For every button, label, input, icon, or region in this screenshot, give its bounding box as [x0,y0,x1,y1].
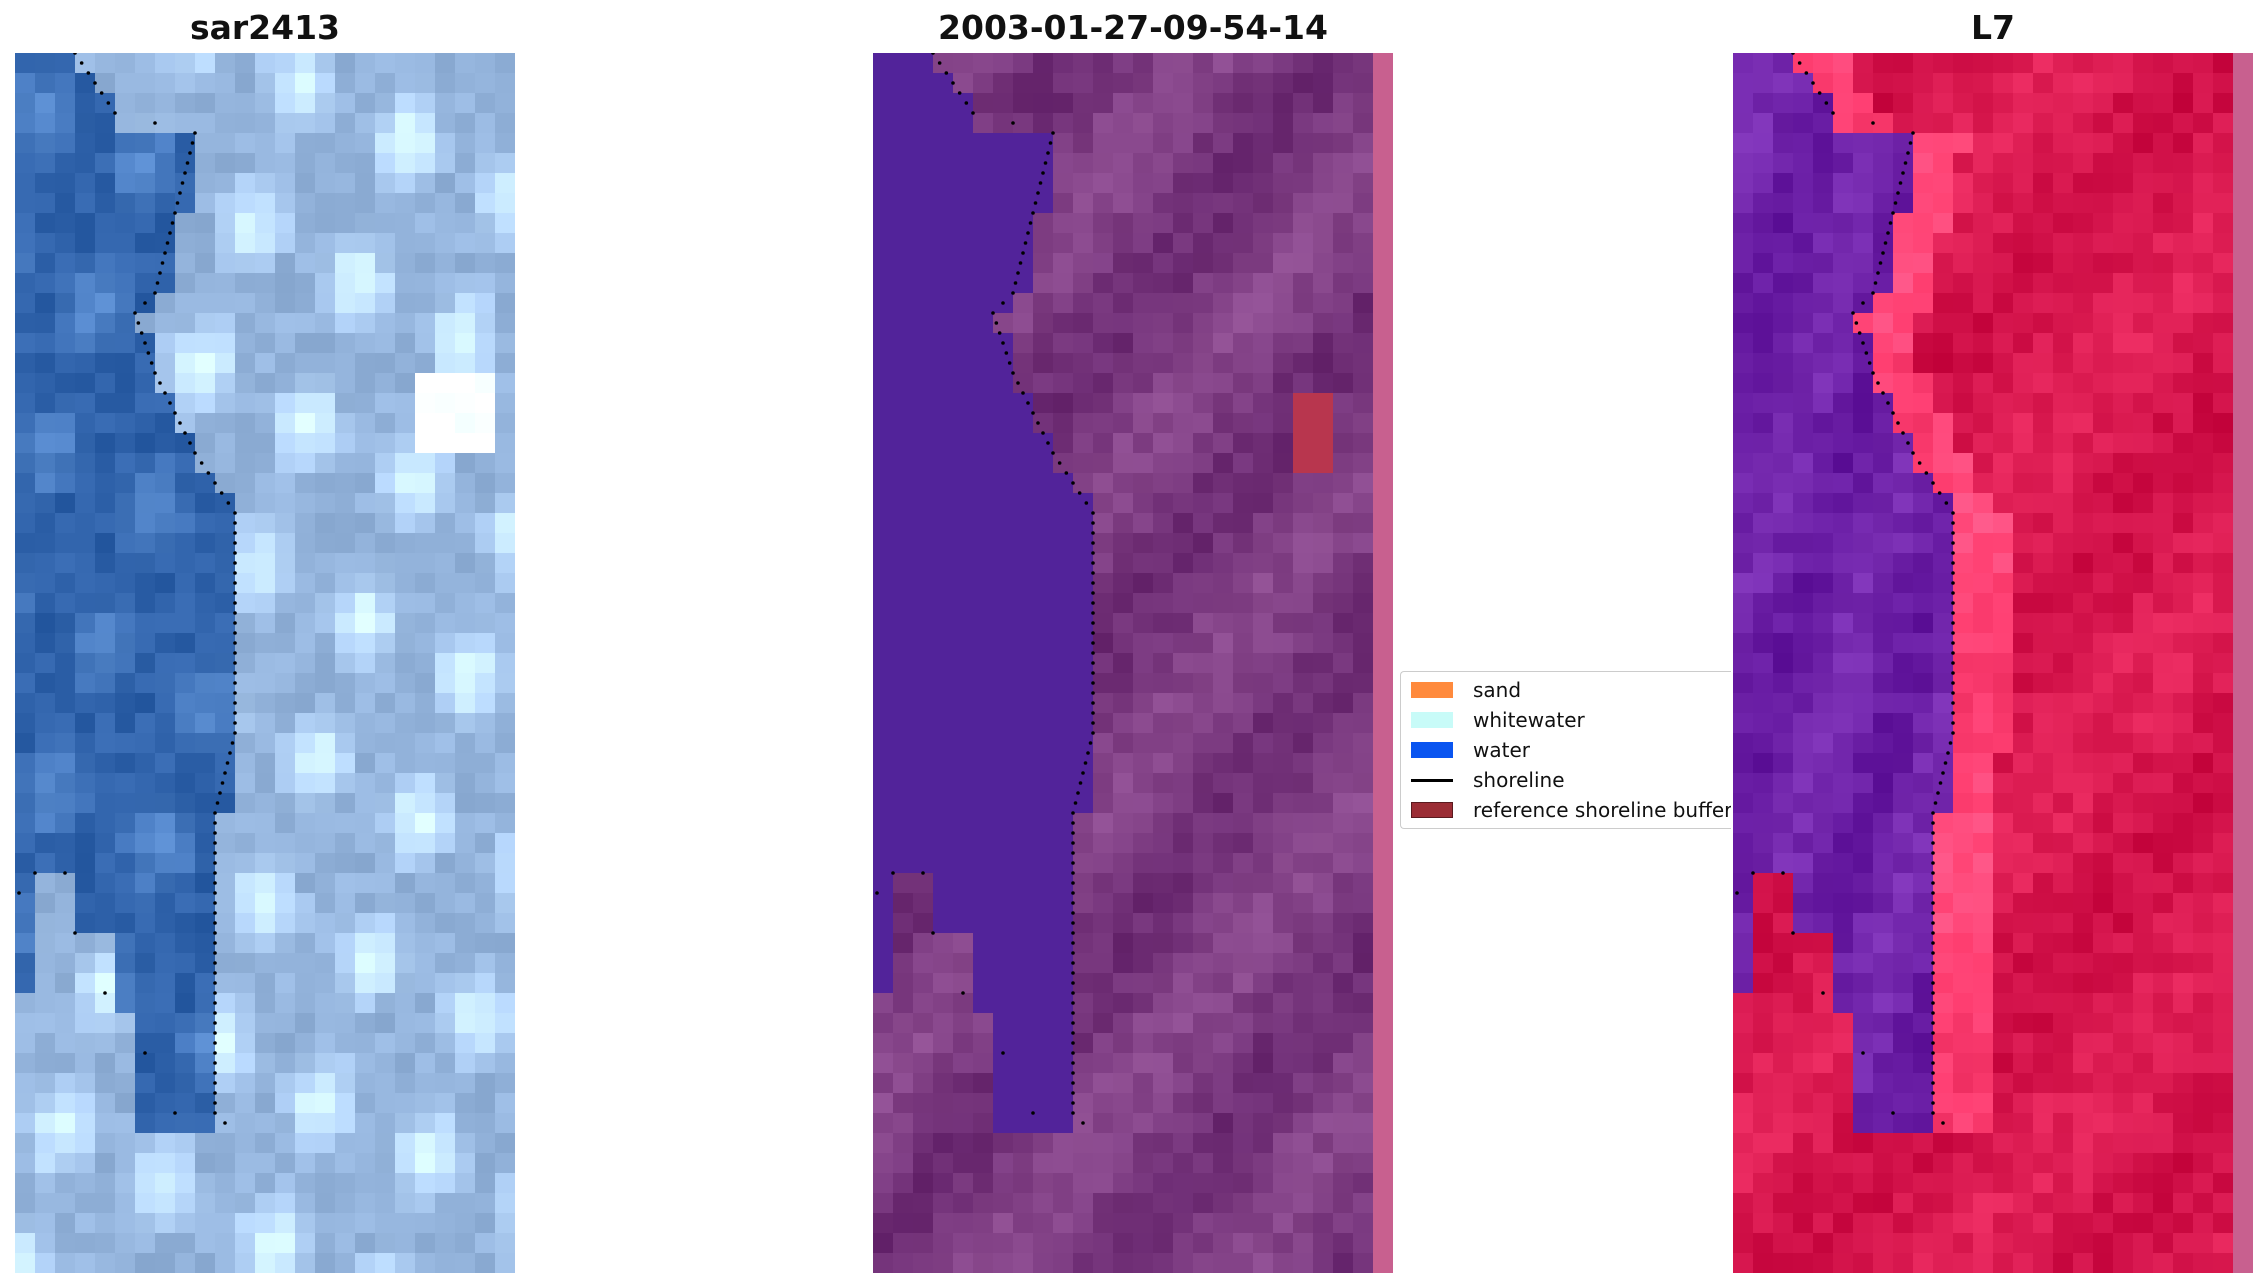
classification-image [873,53,1393,1273]
rgb-image [15,53,515,1273]
legend-label-sand: sand [1473,678,1522,702]
buffer-swatch [1411,802,1453,818]
shoreline-dots [1735,53,1955,1125]
legend-label-water: water [1473,738,1530,762]
water-swatch [1411,742,1453,758]
buffer-strip [2233,53,2253,1273]
legend-label-whitewater: whitewater [1473,708,1585,732]
buffer-strip [1373,53,1393,1273]
legend-label-buffer: reference shoreline buffer [1473,798,1731,822]
whitewater-swatch [1411,712,1453,728]
legend-item-sand: sand [1411,677,1521,703]
pixel-grid [1733,53,2234,1273]
panel-title-rgb: sar2413 [189,8,341,47]
legend-item-water: water [1411,737,1530,763]
panel-title-classification: 2003-01-27-09-54-14 [938,8,1328,47]
legend-label-shoreline: shoreline [1473,768,1565,792]
index-image [1733,53,2253,1273]
panel-title-index: L7 [1971,8,2015,47]
legend: sand whitewater water shoreline referenc… [1400,671,1731,829]
shoreline-dots [17,53,237,1125]
pixel-grid [15,53,515,1273]
legend-item-whitewater: whitewater [1411,707,1585,733]
legend-item-shoreline: shoreline [1411,767,1565,793]
pixel-grid [873,53,1374,1273]
shoreline-line-swatch [1411,778,1453,782]
shoreline-dots [875,53,1095,1125]
sand-swatch [1411,682,1453,698]
legend-item-buffer: reference shoreline buffer [1411,797,1731,823]
